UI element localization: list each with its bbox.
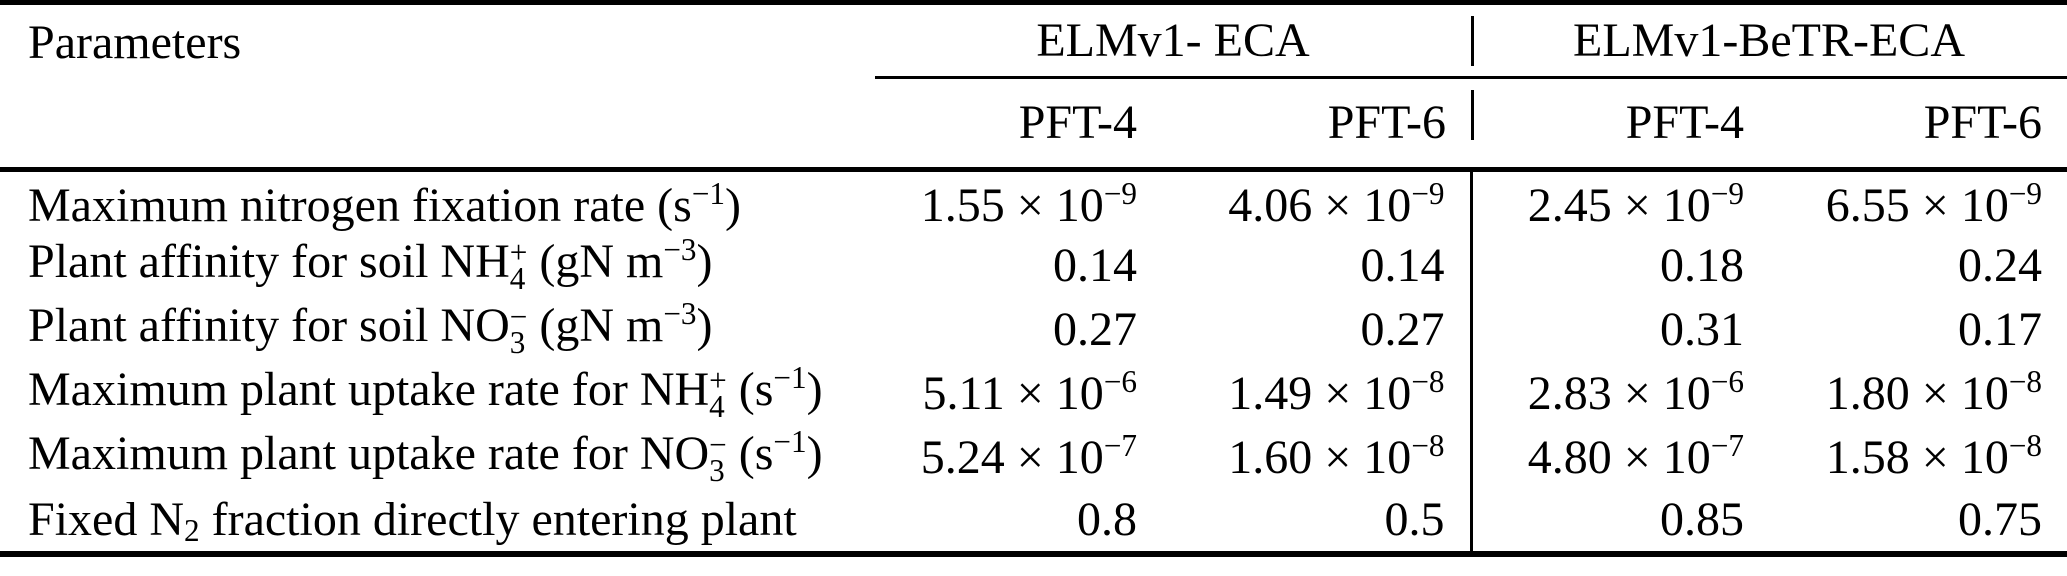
value-cell: 0.5: [1384, 493, 1445, 546]
column-header-betr-pft4: PFT-4: [1471, 77, 1769, 172]
column-header-eca-pft4: PFT-4: [875, 77, 1162, 172]
value-cell: 0.27: [1053, 302, 1137, 356]
value-cell: 0.85: [1469, 489, 1769, 554]
table-row: Maximum plant uptake rate for NO −3 (s−1)…: [0, 424, 2067, 490]
row-parameter-label: Maximum plant uptake rate for NH +4 (s−1): [28, 360, 823, 425]
row-parameter-label: Plant affinity for soil NH +4 (gN m−3): [28, 232, 713, 297]
value-cell: 0.75: [1958, 493, 2043, 546]
value-cell: 1.80 × 10−8: [1825, 363, 2043, 420]
value-cell: 0.27: [1360, 302, 1445, 356]
value-cell: 0.18: [1469, 233, 1769, 298]
row-parameter-label: Maximum nitrogen fixation rate (s−1): [28, 175, 742, 232]
row-parameter-label: Plant affinity for soil NO −3 (gN m−3): [28, 296, 713, 361]
value-cell: 0.17: [1958, 302, 2043, 356]
value-cell: 2.45 × 10−9: [1469, 169, 1769, 234]
value-cell: 1.58 × 10−8: [1825, 427, 2043, 484]
value-cell: 0.8: [1077, 493, 1137, 546]
parameters-table: Parameters ELMv1- ECA ELMv1-BeTR-ECA PFT…: [0, 0, 2067, 557]
row-parameter-label: Maximum plant uptake rate for NO −3 (s−1): [28, 424, 823, 489]
group-header-elmv1-eca: ELMv1- ECA: [875, 2, 1471, 79]
value-cell: 1.49 × 10−8: [1228, 363, 1445, 420]
value-cell: 0.14: [1053, 238, 1137, 292]
column-header-betr-pft6: PFT-6: [1769, 77, 2067, 172]
value-cell: 1.60 × 10−8: [1228, 427, 1445, 484]
table-row: Maximum plant uptake rate for NH +4 (s−1)…: [0, 360, 2067, 426]
value-cell: 5.11 × 10−6: [922, 363, 1137, 420]
column-header-eca-pft6: PFT-6: [1162, 77, 1471, 172]
value-cell: 0.31: [1469, 297, 1769, 362]
value-cell: 6.55 × 10−9: [1825, 175, 2043, 232]
table-row: Maximum nitrogen fixation rate (s−1) 1.55…: [0, 169, 2067, 234]
value-cell: 0.24: [1958, 238, 2043, 292]
value-cell: 4.80 × 10−7: [1469, 425, 1769, 490]
row-parameter-label: Fixed N2 fraction directly entering plan…: [28, 493, 797, 549]
table-header: Parameters ELMv1- ECA ELMv1-BeTR-ECA PFT…: [0, 2, 2067, 172]
table-body: Maximum nitrogen fixation rate (s−1) 1.55…: [0, 169, 2067, 554]
value-cell: 2.83 × 10−6: [1469, 361, 1769, 426]
value-cell: 4.06 × 10−9: [1228, 175, 1445, 232]
value-cell: 0.14: [1360, 238, 1445, 292]
group-header-row: Parameters ELMv1- ECA ELMv1-BeTR-ECA: [0, 2, 2067, 172]
group-header-elmv1-betr-eca: ELMv1-BeTR-ECA: [1471, 2, 2067, 79]
table-row: Plant affinity for soil NO −3 (gN m−3) 0.2…: [0, 296, 2067, 362]
value-cell: 5.24 × 10−7: [920, 427, 1137, 484]
column-header-parameters: Parameters: [0, 2, 875, 172]
table-row: Plant affinity for soil NH +4 (gN m−3) 0.1…: [0, 232, 2067, 298]
subheader-row: PFT-4 PFT-6 PFT-4 PFT-6: [0, 77, 2067, 172]
value-cell: 1.55 × 10−9: [920, 175, 1137, 232]
table-row: Fixed N2 fraction directly entering plan…: [0, 489, 2067, 554]
